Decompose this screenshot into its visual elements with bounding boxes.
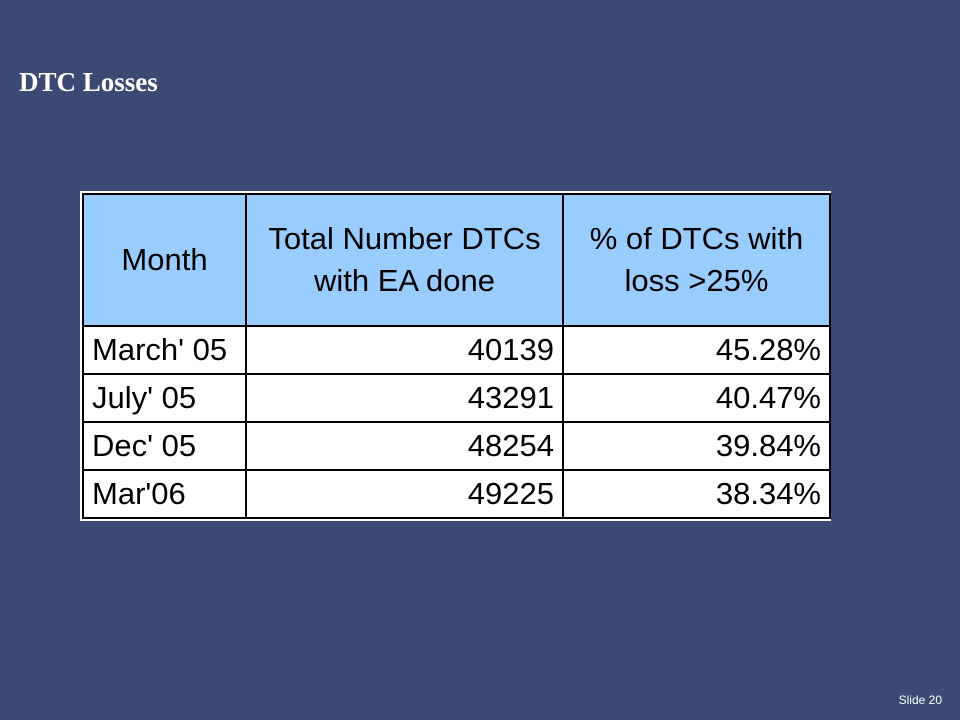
cell-total: 43291 (245, 373, 564, 423)
table-header-row: Month Total Number DTCs with EA done % o… (82, 193, 831, 327)
cell-percent: 45.28% (562, 325, 831, 375)
header-total-line-2: with EA done (314, 263, 495, 298)
dtc-losses-table: Month Total Number DTCs with EA done % o… (82, 193, 831, 519)
cell-month: July' 05 (82, 373, 247, 423)
header-month: Month (82, 193, 247, 327)
header-total-line-1: Total Number DTCs (268, 221, 541, 257)
cell-total: 48254 (245, 421, 564, 471)
cell-month: Mar'06 (82, 469, 247, 519)
dtc-losses-table-container: Month Total Number DTCs with EA done % o… (80, 191, 831, 521)
table-row: July' 05 43291 40.47% (82, 373, 831, 423)
cell-percent: 39.84% (562, 421, 831, 471)
table-row: March' 05 40139 45.28% (82, 325, 831, 375)
slide-number: Slide 20 (898, 693, 942, 707)
cell-percent: 38.34% (562, 469, 831, 519)
table-row: Mar'06 49225 38.34% (82, 469, 831, 519)
cell-month: Dec' 05 (82, 421, 247, 471)
header-percent-loss: % of DTCs with loss >25% (562, 193, 831, 327)
cell-total: 49225 (245, 469, 564, 519)
slide-title: DTC Losses (19, 67, 158, 97)
cell-percent: 40.47% (562, 373, 831, 423)
cell-month: March' 05 (82, 325, 247, 375)
cell-total: 40139 (245, 325, 564, 375)
header-pct-line-1: % of DTCs with (589, 221, 804, 257)
table-row: Dec' 05 48254 39.84% (82, 421, 831, 471)
header-month-label: Month (121, 242, 208, 278)
header-pct-line-2: loss >25% (624, 263, 769, 298)
header-total-dtcs: Total Number DTCs with EA done (245, 193, 564, 327)
